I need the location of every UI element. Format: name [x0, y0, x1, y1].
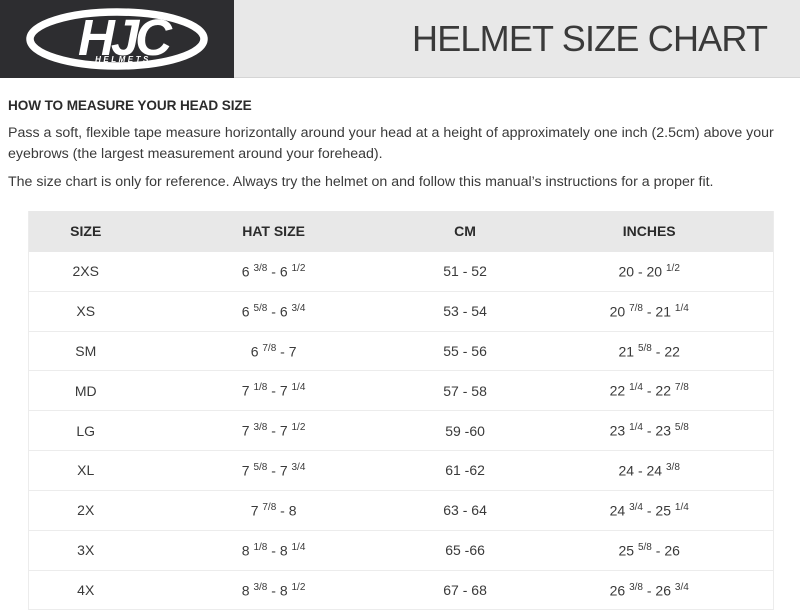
svg-text:HELMETS: HELMETS: [95, 55, 151, 64]
